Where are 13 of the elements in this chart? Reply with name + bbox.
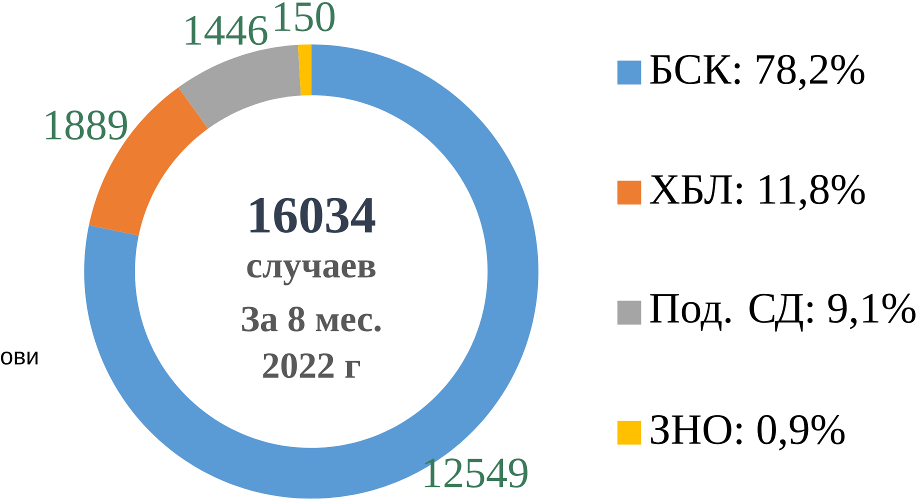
text: За 8 мес. (242, 306, 381, 332)
data-label: 1446 (186, 16, 268, 46)
data-label: 150 (275, 2, 335, 32)
text: 2022 г (263, 353, 360, 378)
legend-label: ЗНО: 0,9% (651, 415, 845, 451)
text: ови (1, 352, 38, 365)
data-label: 1889 (46, 110, 127, 140)
legend-label: БСК: 78,2% (650, 54, 864, 90)
text: 16034 (250, 198, 376, 233)
data-label: 12549 (424, 458, 528, 488)
legend-label: ХБЛ: 11,8% (650, 175, 865, 210)
legend-label: Под. СД: 9,1% (650, 294, 916, 332)
text: случаев (247, 260, 376, 286)
